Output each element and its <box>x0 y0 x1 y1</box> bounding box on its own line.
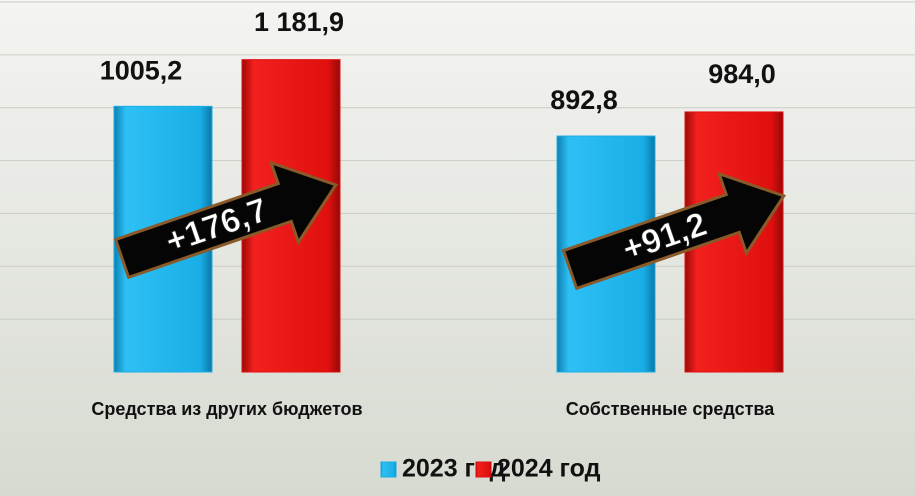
legend-label: 2024 год <box>497 455 601 483</box>
arrow: +91,2 <box>561 171 787 291</box>
value-label: 1 181,9 <box>254 7 344 37</box>
arrow-shape <box>113 160 339 280</box>
value-label: 892,8 <box>550 85 618 115</box>
value-label: 984,0 <box>708 59 776 89</box>
legend-swatch <box>475 461 492 478</box>
legend-swatch <box>380 461 397 478</box>
arrow-shape <box>561 171 787 291</box>
value-label: 1005,2 <box>100 55 183 85</box>
x-tick-label: Собственные средства <box>566 399 776 419</box>
x-tick-label: Средства из других бюджетов <box>91 399 362 419</box>
